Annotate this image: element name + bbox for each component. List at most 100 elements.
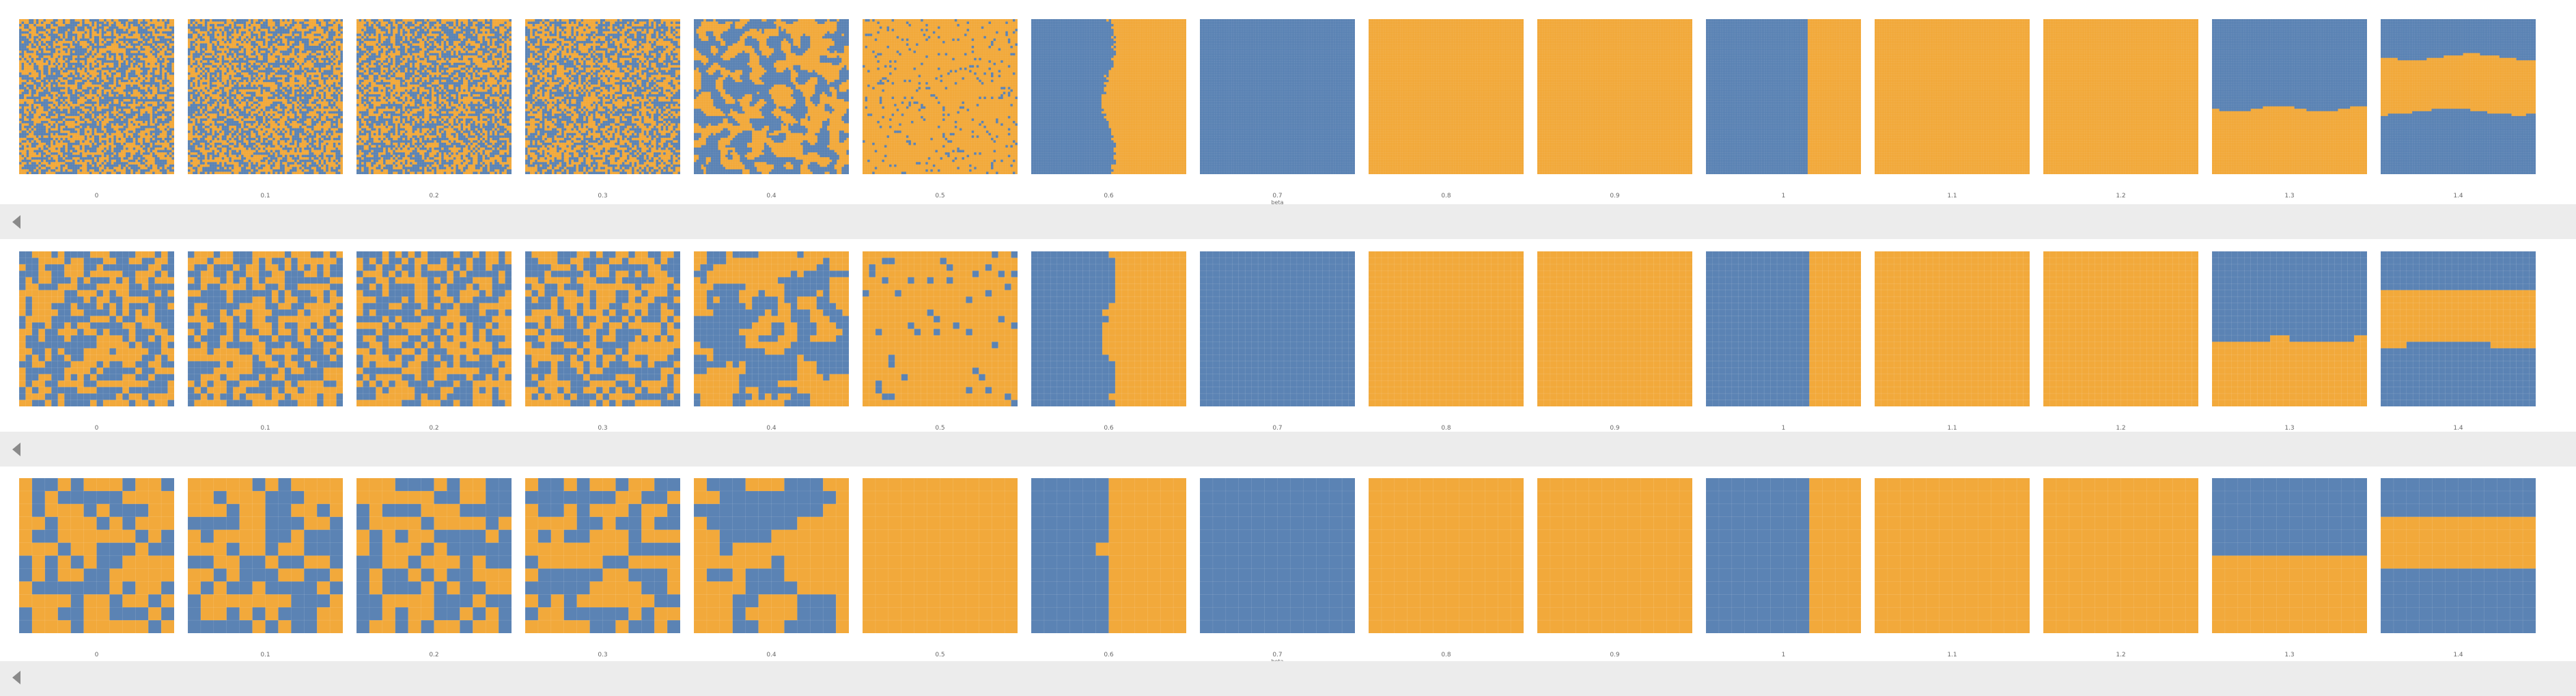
heatmap-cell — [46, 148, 48, 150]
heatmap-cell — [85, 124, 87, 126]
heatmap-cell — [335, 24, 338, 27]
heatmap-cell — [89, 171, 92, 174]
heatmap-cell — [92, 121, 94, 124]
heatmap-cell — [128, 89, 131, 92]
heatmap-cell — [68, 152, 70, 155]
heatmap-cell — [22, 22, 25, 25]
heatmap-cell — [272, 29, 275, 31]
heatmap-cell — [85, 82, 87, 85]
heatmap-cell — [118, 155, 121, 158]
heatmap-cell — [160, 169, 163, 172]
heatmap-cell — [282, 38, 285, 41]
heatmap-cell — [22, 99, 25, 102]
heatmap-cell — [167, 60, 169, 63]
heatmap-cell — [167, 135, 169, 138]
heatmap-cell — [140, 135, 143, 138]
heatmap-cell — [104, 111, 107, 114]
heatmap-cell — [60, 27, 63, 29]
heatmap-cell — [118, 135, 121, 138]
heatmap-cell — [43, 24, 46, 27]
heatmap-cell — [85, 152, 87, 155]
heatmap-cell — [63, 155, 66, 158]
heatmap-cell — [82, 138, 85, 141]
heatmap-cell — [53, 140, 56, 143]
heatmap-cell — [94, 162, 97, 165]
heatmap-cell — [89, 41, 92, 44]
heatmap-cell — [51, 48, 53, 51]
heatmap-cell — [109, 82, 111, 85]
heatmap-cell — [241, 38, 244, 41]
heatmap-cell — [197, 51, 200, 53]
heatmap-cell — [333, 51, 336, 53]
heatmap-cell — [121, 22, 124, 25]
heatmap-cell — [75, 63, 78, 66]
heatmap-cell — [38, 140, 41, 143]
heatmap-cell — [157, 148, 160, 150]
heatmap-cell — [121, 65, 124, 68]
heatmap-cell — [85, 97, 87, 100]
heatmap-cell — [162, 167, 165, 169]
heatmap-cell — [92, 68, 94, 70]
heatmap-cell — [324, 24, 326, 27]
heatmap-cell — [31, 68, 34, 70]
heatmap-cell — [58, 118, 61, 121]
heatmap-cell — [24, 145, 27, 148]
heatmap-cell — [121, 128, 124, 131]
heatmap-cell — [65, 138, 68, 141]
heatmap-cell — [143, 94, 145, 97]
heatmap-cell — [63, 46, 66, 48]
heatmap-cell — [167, 155, 169, 158]
heatmap-cell — [85, 92, 87, 94]
heatmap-cell — [82, 48, 85, 51]
heatmap-cell — [200, 51, 203, 53]
heatmap-cell — [80, 102, 83, 105]
heatmap-cell — [241, 24, 244, 27]
heatmap-cell — [116, 24, 119, 27]
heatmap-cell — [109, 121, 111, 124]
heatmap-cell — [43, 31, 46, 34]
heatmap-cell — [157, 140, 160, 143]
heatmap-cell — [27, 171, 29, 174]
heatmap-cell — [38, 72, 41, 75]
heatmap-cell — [304, 41, 307, 44]
heatmap-cell — [43, 138, 46, 141]
heatmap-cell — [24, 19, 27, 22]
heatmap-cell — [121, 55, 124, 58]
heatmap-cell — [89, 130, 92, 133]
heatmap-cell — [58, 36, 61, 39]
heatmap-cell — [82, 46, 85, 48]
heatmap-cell — [285, 33, 288, 36]
heatmap-cell — [27, 113, 29, 116]
heatmap-cell — [160, 111, 163, 114]
heatmap-cell — [43, 162, 46, 165]
heatmap-cell — [138, 169, 141, 172]
heatmap-cell — [48, 92, 51, 94]
heatmap-cell — [135, 160, 138, 163]
heatmap-cell — [193, 22, 195, 25]
heatmap-cell — [167, 31, 169, 34]
heatmap-cell — [102, 162, 104, 165]
heatmap-cell — [140, 31, 143, 34]
heatmap-cell — [80, 87, 83, 89]
heatmap-cell — [241, 19, 244, 22]
heatmap-cell — [43, 118, 46, 121]
heatmap-cell — [51, 148, 53, 150]
heatmap-cell — [65, 55, 68, 58]
heatmap-cell — [126, 121, 128, 124]
heatmap-cell — [31, 107, 34, 109]
heatmap-cell — [255, 38, 258, 41]
heatmap-cell — [19, 165, 22, 167]
heatmap-cell — [157, 51, 160, 53]
heatmap-cell — [205, 19, 208, 22]
heatmap-cell — [309, 24, 311, 27]
heatmap-cell — [97, 68, 100, 70]
heatmap-cell — [326, 27, 328, 29]
heatmap-cell — [113, 58, 116, 61]
heatmap-cell — [27, 140, 29, 143]
heatmap-cell — [87, 99, 89, 102]
heatmap-cell — [111, 41, 114, 44]
heatmap-cell — [53, 138, 56, 141]
heatmap-cell — [157, 53, 160, 56]
heatmap-cell — [68, 150, 70, 153]
heatmap-cell — [85, 157, 87, 160]
